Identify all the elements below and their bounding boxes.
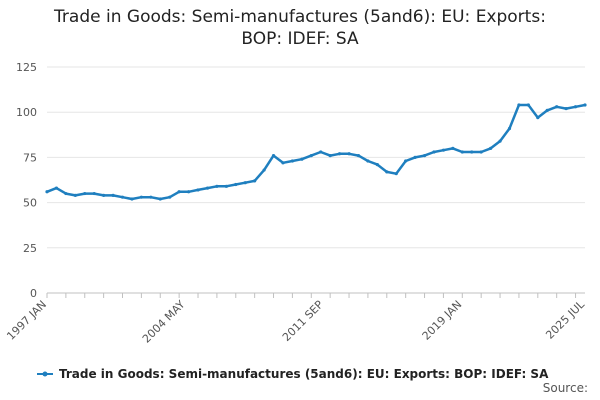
data-point — [394, 172, 398, 176]
data-point — [168, 195, 172, 199]
data-point — [555, 105, 559, 109]
data-point — [215, 184, 219, 188]
data-point — [309, 153, 313, 158]
data-point — [139, 195, 143, 199]
data-point — [224, 184, 228, 188]
x-tick-label: 2019 JAN — [420, 298, 465, 343]
data-point — [498, 139, 502, 143]
data-point — [243, 181, 247, 185]
data-point — [149, 195, 153, 199]
data-point — [375, 163, 379, 167]
data-point — [441, 148, 446, 152]
data-point — [545, 108, 549, 112]
chart-title: Trade in Goods: Semi-manufactures (5and6… — [0, 6, 600, 50]
legend: Trade in Goods: Semi-manufactures (5and6… — [37, 367, 549, 381]
data-point — [45, 190, 49, 194]
chart-title-line-1: Trade in Goods: Semi-manufactures (5and6… — [54, 7, 546, 27]
data-point — [319, 150, 323, 154]
data-point — [130, 197, 134, 201]
source-label: Source: — [542, 381, 588, 395]
data-point — [432, 150, 436, 154]
data-point — [460, 150, 464, 154]
data-point — [422, 153, 427, 158]
grid — [47, 66, 585, 249]
data-point — [253, 179, 257, 183]
chart-title-line-2: BOP: IDEF: SA — [241, 29, 359, 49]
y-tick-label: 0 — [30, 287, 37, 300]
y-tick-label: 25 — [23, 242, 37, 255]
x-tick-label: 2011 SEP — [280, 298, 326, 344]
data-point — [413, 155, 417, 159]
data-point — [507, 126, 512, 131]
data-point — [271, 153, 276, 158]
x-axis: 1997 JAN 2004 MAY 2011 SEP 2019 JAN 2025 JUL — [4, 292, 588, 346]
series-line-0 — [46, 103, 586, 201]
data-point — [83, 191, 87, 196]
data-point — [102, 193, 106, 197]
legend-symbol-marker — [42, 371, 48, 377]
data-point — [234, 182, 238, 187]
data-point — [73, 193, 77, 197]
data-point — [300, 157, 304, 161]
x-tick-label: 2025 JUL — [543, 297, 587, 341]
data-point — [366, 159, 370, 163]
data-point — [158, 197, 162, 201]
data-point — [186, 190, 191, 194]
data-point — [196, 188, 200, 192]
data-point — [177, 190, 181, 194]
data-point — [385, 170, 389, 174]
data-point — [64, 191, 68, 196]
data-point — [328, 153, 332, 158]
series-layer — [45, 103, 587, 201]
data-point — [564, 106, 568, 111]
data-point — [281, 161, 285, 165]
data-point — [573, 105, 578, 109]
data-point — [451, 146, 455, 150]
data-point — [470, 150, 474, 154]
data-point — [356, 153, 361, 158]
y-tick-label: 125 — [16, 61, 37, 74]
legend-label: Trade in Goods: Semi-manufactures (5and6… — [59, 367, 549, 381]
data-point — [526, 103, 530, 107]
y-tick-label: 100 — [16, 106, 37, 119]
data-point — [404, 159, 408, 163]
data-point — [583, 103, 587, 107]
data-point — [347, 152, 351, 156]
data-point — [92, 191, 96, 196]
data-point — [111, 193, 115, 197]
data-point — [290, 159, 295, 163]
x-tick-label: 1997 JAN — [4, 298, 49, 343]
y-axis: 0 25 50 75 100 125 — [16, 61, 37, 300]
y-tick-label: 50 — [23, 197, 37, 210]
data-point — [54, 186, 59, 190]
data-point — [479, 150, 483, 154]
data-point — [337, 152, 342, 156]
data-point — [120, 195, 125, 199]
data-point — [489, 146, 493, 150]
x-tick-label: 2004 MAY — [140, 298, 188, 346]
data-point — [262, 168, 266, 172]
data-point — [517, 103, 521, 107]
data-point — [536, 116, 540, 120]
y-tick-label: 75 — [23, 151, 37, 164]
data-point — [205, 186, 210, 190]
